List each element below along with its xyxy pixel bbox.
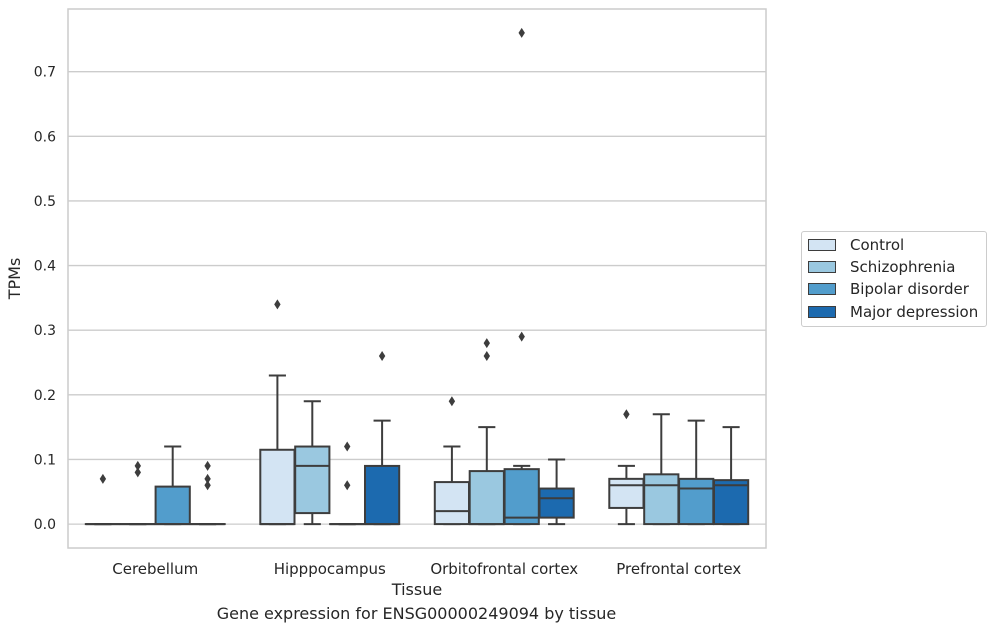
legend-label-control: Control — [850, 236, 905, 254]
legend-item-bipolar: Bipolar disorder — [808, 279, 969, 299]
box-control-cerebellum — [84, 473, 122, 526]
box-body — [468, 470, 505, 526]
plot-area-frame — [67, 8, 767, 549]
box-schizophrenia-hipppocampus — [294, 400, 331, 526]
legend-swatch-bipolar — [808, 283, 836, 295]
outlier-point — [344, 441, 351, 452]
y-tick-label: 0.5 — [34, 194, 56, 210]
box-bipolar-disorder-orbitofrontal-cortex — [503, 27, 540, 526]
x-tick-label: Hipppocampus — [274, 560, 386, 578]
box-body — [712, 479, 750, 526]
legend-item-major-depression: Major depression — [808, 302, 978, 322]
box-body — [503, 468, 540, 526]
box-bipolar-disorder-hipppocampus — [329, 441, 366, 526]
box-body — [608, 477, 645, 509]
box-control-hipppocampus — [259, 299, 296, 526]
box-major-depression-hipppocampus — [363, 351, 401, 526]
outlier-point — [134, 460, 141, 471]
box-major-depression-orbitofrontal-cortex — [538, 458, 575, 526]
y-tick-label: 0.6 — [34, 129, 56, 145]
outlier-point — [134, 467, 141, 478]
box-body — [538, 487, 575, 519]
outlier-point — [623, 409, 630, 420]
chart-caption: Gene expression for ENSG00000249094 by t… — [216, 604, 617, 623]
box-body — [678, 477, 715, 526]
y-tick-label: 0.4 — [34, 259, 56, 275]
box-body — [294, 445, 331, 515]
box-schizophrenia-orbitofrontal-cortex — [468, 338, 505, 526]
y-axis-label: TPMs — [5, 258, 24, 301]
legend-item-control: Control — [808, 235, 904, 255]
legend-swatch-control — [808, 239, 836, 251]
legend-swatch-schizophrenia — [808, 261, 836, 273]
box-bipolar-disorder-cerebellum — [154, 445, 191, 526]
outlier-point — [483, 351, 490, 362]
x-tick-label: Prefrontal cortex — [616, 560, 741, 578]
legend-label-schizophrenia: Schizophrenia — [850, 258, 956, 276]
box-body — [363, 464, 401, 526]
legend-item-schizophrenia: Schizophrenia — [808, 257, 955, 277]
outlier-point — [518, 331, 525, 342]
box-schizophrenia-prefrontal-cortex — [643, 413, 680, 526]
boxes — [84, 27, 750, 526]
x-axis-label: Tissue — [391, 580, 442, 599]
box-control-prefrontal-cortex — [608, 409, 645, 526]
y-tick-label: 0.2 — [34, 388, 56, 404]
box-body — [259, 448, 296, 526]
x-tick-labels: Cerebellum Hipppocampus Orbitofrontal cort… — [112, 560, 741, 578]
legend: Control Schizophrenia Bipolar disorder M… — [801, 231, 987, 327]
outlier-point — [378, 351, 386, 362]
outlier-point — [204, 480, 211, 491]
legend-label-major-depression: Major depression — [850, 303, 979, 321]
outlier-point — [204, 460, 211, 471]
y-tick-label: 0.1 — [34, 452, 56, 468]
box-bipolar-disorder-prefrontal-cortex — [678, 419, 715, 526]
box-major-depression-prefrontal-cortex — [712, 426, 750, 526]
y-tick-label: 0.7 — [34, 65, 56, 81]
y-tick-labels: 0.0 0.1 0.2 0.3 0.4 0.5 0.6 0.7 — [34, 65, 56, 533]
outlier-point — [99, 473, 107, 484]
legend-label-bipolar: Bipolar disorder — [850, 280, 969, 298]
outlier-point — [483, 338, 490, 349]
outlier-point — [204, 473, 211, 484]
outlier-point — [518, 27, 525, 38]
box-body — [643, 473, 680, 526]
box-body — [154, 485, 191, 526]
outlier-point — [274, 299, 281, 310]
box-schizophrenia-cerebellum — [119, 460, 156, 526]
y-tick-label: 0.0 — [34, 517, 56, 533]
legend-swatch-major-depression — [808, 306, 836, 318]
box-major-depression-cerebellum — [189, 460, 226, 526]
x-tick-label: Orbitofrontal cortex — [430, 560, 578, 578]
x-tick-label: Cerebellum — [112, 560, 198, 578]
gridlines — [68, 71, 766, 525]
outlier-point — [344, 480, 351, 491]
box-body — [433, 481, 471, 526]
box-control-orbitofrontal-cortex — [433, 396, 471, 526]
y-tick-label: 0.3 — [34, 323, 56, 339]
outlier-point — [448, 396, 456, 407]
